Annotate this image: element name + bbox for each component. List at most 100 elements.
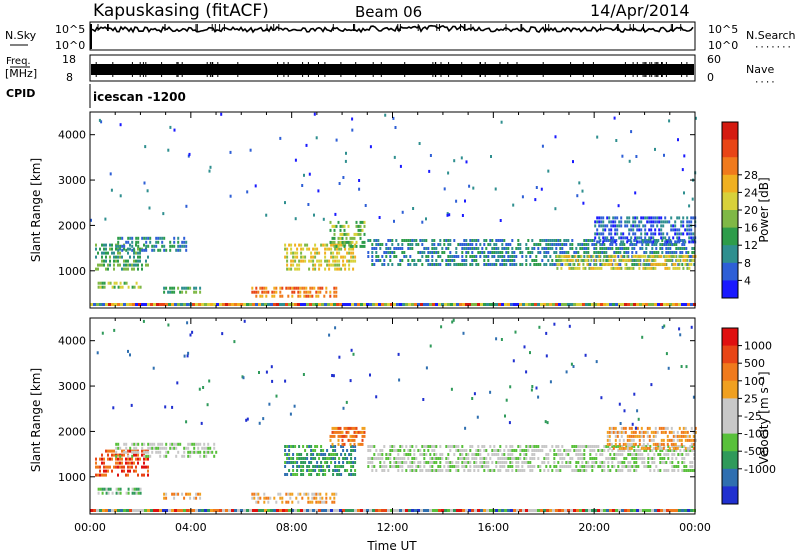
echo-cell: [653, 243, 656, 246]
echo-cell: [612, 303, 615, 306]
echo-cell: [671, 243, 674, 246]
echo-cell: [117, 303, 120, 306]
echo-cell: [588, 254, 591, 258]
echo-cell: [599, 247, 602, 250]
echo-cell: [177, 509, 180, 512]
echo-cell: [585, 445, 588, 448]
echo-cell: [658, 426, 661, 430]
colorbar-tick-label: 100: [744, 375, 765, 388]
echo-cell: [654, 240, 657, 244]
echo-cell: [660, 216, 663, 220]
echo-cell: [541, 239, 544, 242]
echo-cell: [656, 442, 659, 446]
echo-cell: [117, 263, 119, 267]
echo-cell: [346, 449, 349, 452]
echo-cell: [539, 239, 542, 242]
echo-cell: [597, 465, 600, 468]
echo-cell: [308, 473, 311, 476]
echo-cell: [199, 450, 202, 454]
echo-cell: [361, 220, 364, 224]
echo-cell: [635, 469, 638, 472]
echo-cell: [636, 434, 639, 438]
echo-cell: [621, 509, 624, 512]
echo-cell: [115, 450, 118, 454]
echo-cell: [679, 239, 682, 242]
echo-cell: [504, 303, 507, 306]
echo-cell: [270, 509, 273, 512]
echo-region: [329, 220, 366, 248]
echo-cell: [117, 251, 119, 255]
echo-cell: [263, 500, 266, 504]
echo-cell: [607, 247, 610, 250]
echo-cell: [143, 457, 145, 461]
echo-cell: [423, 465, 426, 468]
echo-cell: [346, 259, 349, 263]
echo-cell: [607, 445, 610, 448]
echo-cell: [330, 263, 333, 267]
echo-cell: [471, 243, 474, 246]
echo-cell: [350, 251, 353, 255]
echo-cell: [595, 360, 598, 364]
echo-cell: [607, 259, 610, 262]
echo-region: [284, 445, 357, 476]
echo-cell: [694, 430, 697, 434]
echo-cell: [669, 251, 672, 254]
echo-cell: [668, 119, 671, 123]
echo-cell: [471, 239, 474, 242]
echo-cell: [153, 244, 156, 248]
echo-cell: [344, 159, 347, 163]
echo-cell: [655, 247, 658, 250]
echo-region: [367, 445, 696, 472]
echo-cell: [624, 224, 627, 228]
echo-cell: [539, 469, 542, 472]
echo-cell: [96, 351, 99, 355]
echo-cell: [637, 449, 640, 452]
echo-cell: [353, 430, 356, 434]
echo-cell: [559, 251, 562, 254]
echo-cell: [537, 303, 540, 306]
echo-cell: [341, 442, 344, 446]
echo-cell: [127, 263, 129, 267]
echo-cell: [141, 303, 144, 306]
freq-panel-frame: [89, 54, 696, 82]
echo-cell: [338, 182, 341, 185]
echo-cell: [600, 224, 603, 228]
echo-cell: [340, 473, 343, 476]
echo-cell: [181, 240, 184, 244]
echo-cell: [397, 469, 400, 472]
echo-cell: [137, 285, 140, 289]
echo-cell: [682, 240, 685, 244]
echo-cell: [379, 457, 382, 460]
echo-cell: [325, 286, 328, 290]
echo-cell: [352, 449, 355, 452]
echo-cell: [409, 263, 412, 266]
echo-cell: [489, 469, 492, 472]
echo-cell: [660, 236, 663, 240]
echo-cell: [333, 509, 336, 512]
echo-cell: [205, 446, 208, 450]
echo-cell: [668, 236, 671, 240]
echo-cell: [137, 247, 139, 251]
echo-cell: [623, 243, 626, 246]
echo-cell: [326, 461, 329, 464]
echo-cell: [631, 422, 634, 426]
echo-cell: [294, 255, 297, 259]
echo-cell: [125, 491, 128, 495]
echo-cell: [561, 251, 564, 254]
echo-cell: [505, 263, 508, 266]
echo-cell: [115, 442, 118, 446]
echo-cell: [379, 259, 382, 262]
echo-cell: [167, 450, 170, 454]
echo-cell: [200, 421, 203, 425]
echo-cell: [481, 465, 484, 468]
echo-cell: [318, 457, 321, 460]
echo-cell: [547, 243, 550, 246]
echo-cell: [173, 236, 176, 240]
echo-cell: [107, 469, 109, 473]
echo-cell: [461, 457, 464, 460]
echo-cell: [685, 465, 688, 468]
echo-cell: [469, 263, 472, 266]
echo-cell: [109, 465, 111, 469]
echo-cell: [279, 286, 282, 290]
echo-cell: [123, 263, 125, 267]
